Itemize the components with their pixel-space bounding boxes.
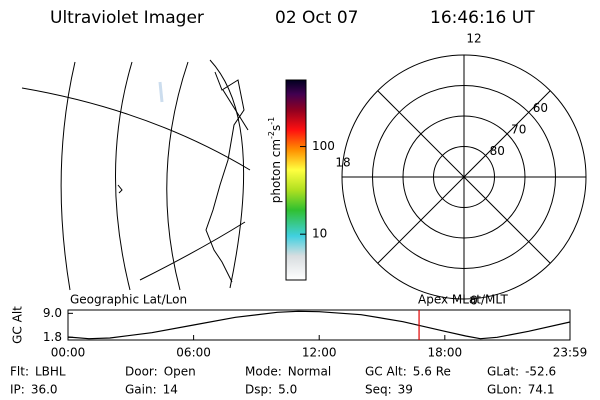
label-exp: -1 (267, 117, 276, 125)
y-tick-label: 1.8 (43, 330, 62, 344)
lat-label: 80 (490, 144, 505, 158)
info-value: LBHL (35, 365, 66, 379)
colorbar-label: photon cm-2s-1 (267, 117, 283, 204)
label-part: s (269, 125, 283, 131)
info-label: Flt: (10, 365, 29, 379)
info-label: IP: (10, 383, 25, 397)
info-value: 5.0 (278, 383, 297, 397)
y-tick-label: 9.0 (43, 306, 62, 320)
colorbar (285, 79, 307, 281)
info-value: 39 (398, 383, 413, 397)
y-axis-label: GC Alt (11, 306, 25, 344)
colorbar-tick-label: 10 (312, 227, 327, 241)
info-value: 5.6 Re (413, 365, 451, 379)
x-tick-label: 12:00 (302, 346, 337, 360)
apex-label: Apex MLat/MLT (418, 293, 508, 307)
mlt-label: 12 (466, 32, 481, 46)
mlt-label: 0 (470, 294, 478, 308)
mlt-label: 18 (335, 156, 350, 170)
info-label: Gain: (125, 383, 157, 397)
info-value: 74.1 (528, 383, 555, 397)
altitude-line (67, 310, 571, 340)
info-value: -52.6 (525, 365, 556, 379)
info-label: Seq: (365, 383, 392, 397)
info-label: Dsp: (245, 383, 272, 397)
x-tick-label: 00:00 (51, 346, 86, 360)
geo-label: Geographic Lat/Lon (70, 293, 187, 307)
x-tick-label: 23:59 (553, 346, 588, 360)
info-label: GLat: (487, 365, 519, 379)
info-label: Mode: (245, 365, 282, 379)
lat-label: 70 (511, 122, 526, 136)
label-part: photon cm (269, 139, 283, 203)
x-tick-label: 18:00 (428, 346, 463, 360)
info-label: GC Alt: (365, 365, 407, 379)
title: Ultraviolet Imager (50, 8, 204, 28)
label-exp: -2 (267, 131, 276, 139)
time: 16:46:16 UT (430, 8, 535, 28)
x-tick-label: 06:00 (176, 346, 211, 360)
info-value: Normal (288, 365, 331, 379)
date: 02 Oct 07 (275, 8, 358, 28)
info-value: Open (164, 365, 196, 379)
info-label: Door: (125, 365, 158, 379)
colorbar-tick-label: 100 (312, 139, 335, 153)
info-value: 36.0 (31, 383, 58, 397)
geo-map (21, 59, 251, 291)
lat-label: 60 (533, 101, 548, 115)
info-label: GLon: (487, 383, 522, 397)
info-value: 14 (163, 383, 178, 397)
